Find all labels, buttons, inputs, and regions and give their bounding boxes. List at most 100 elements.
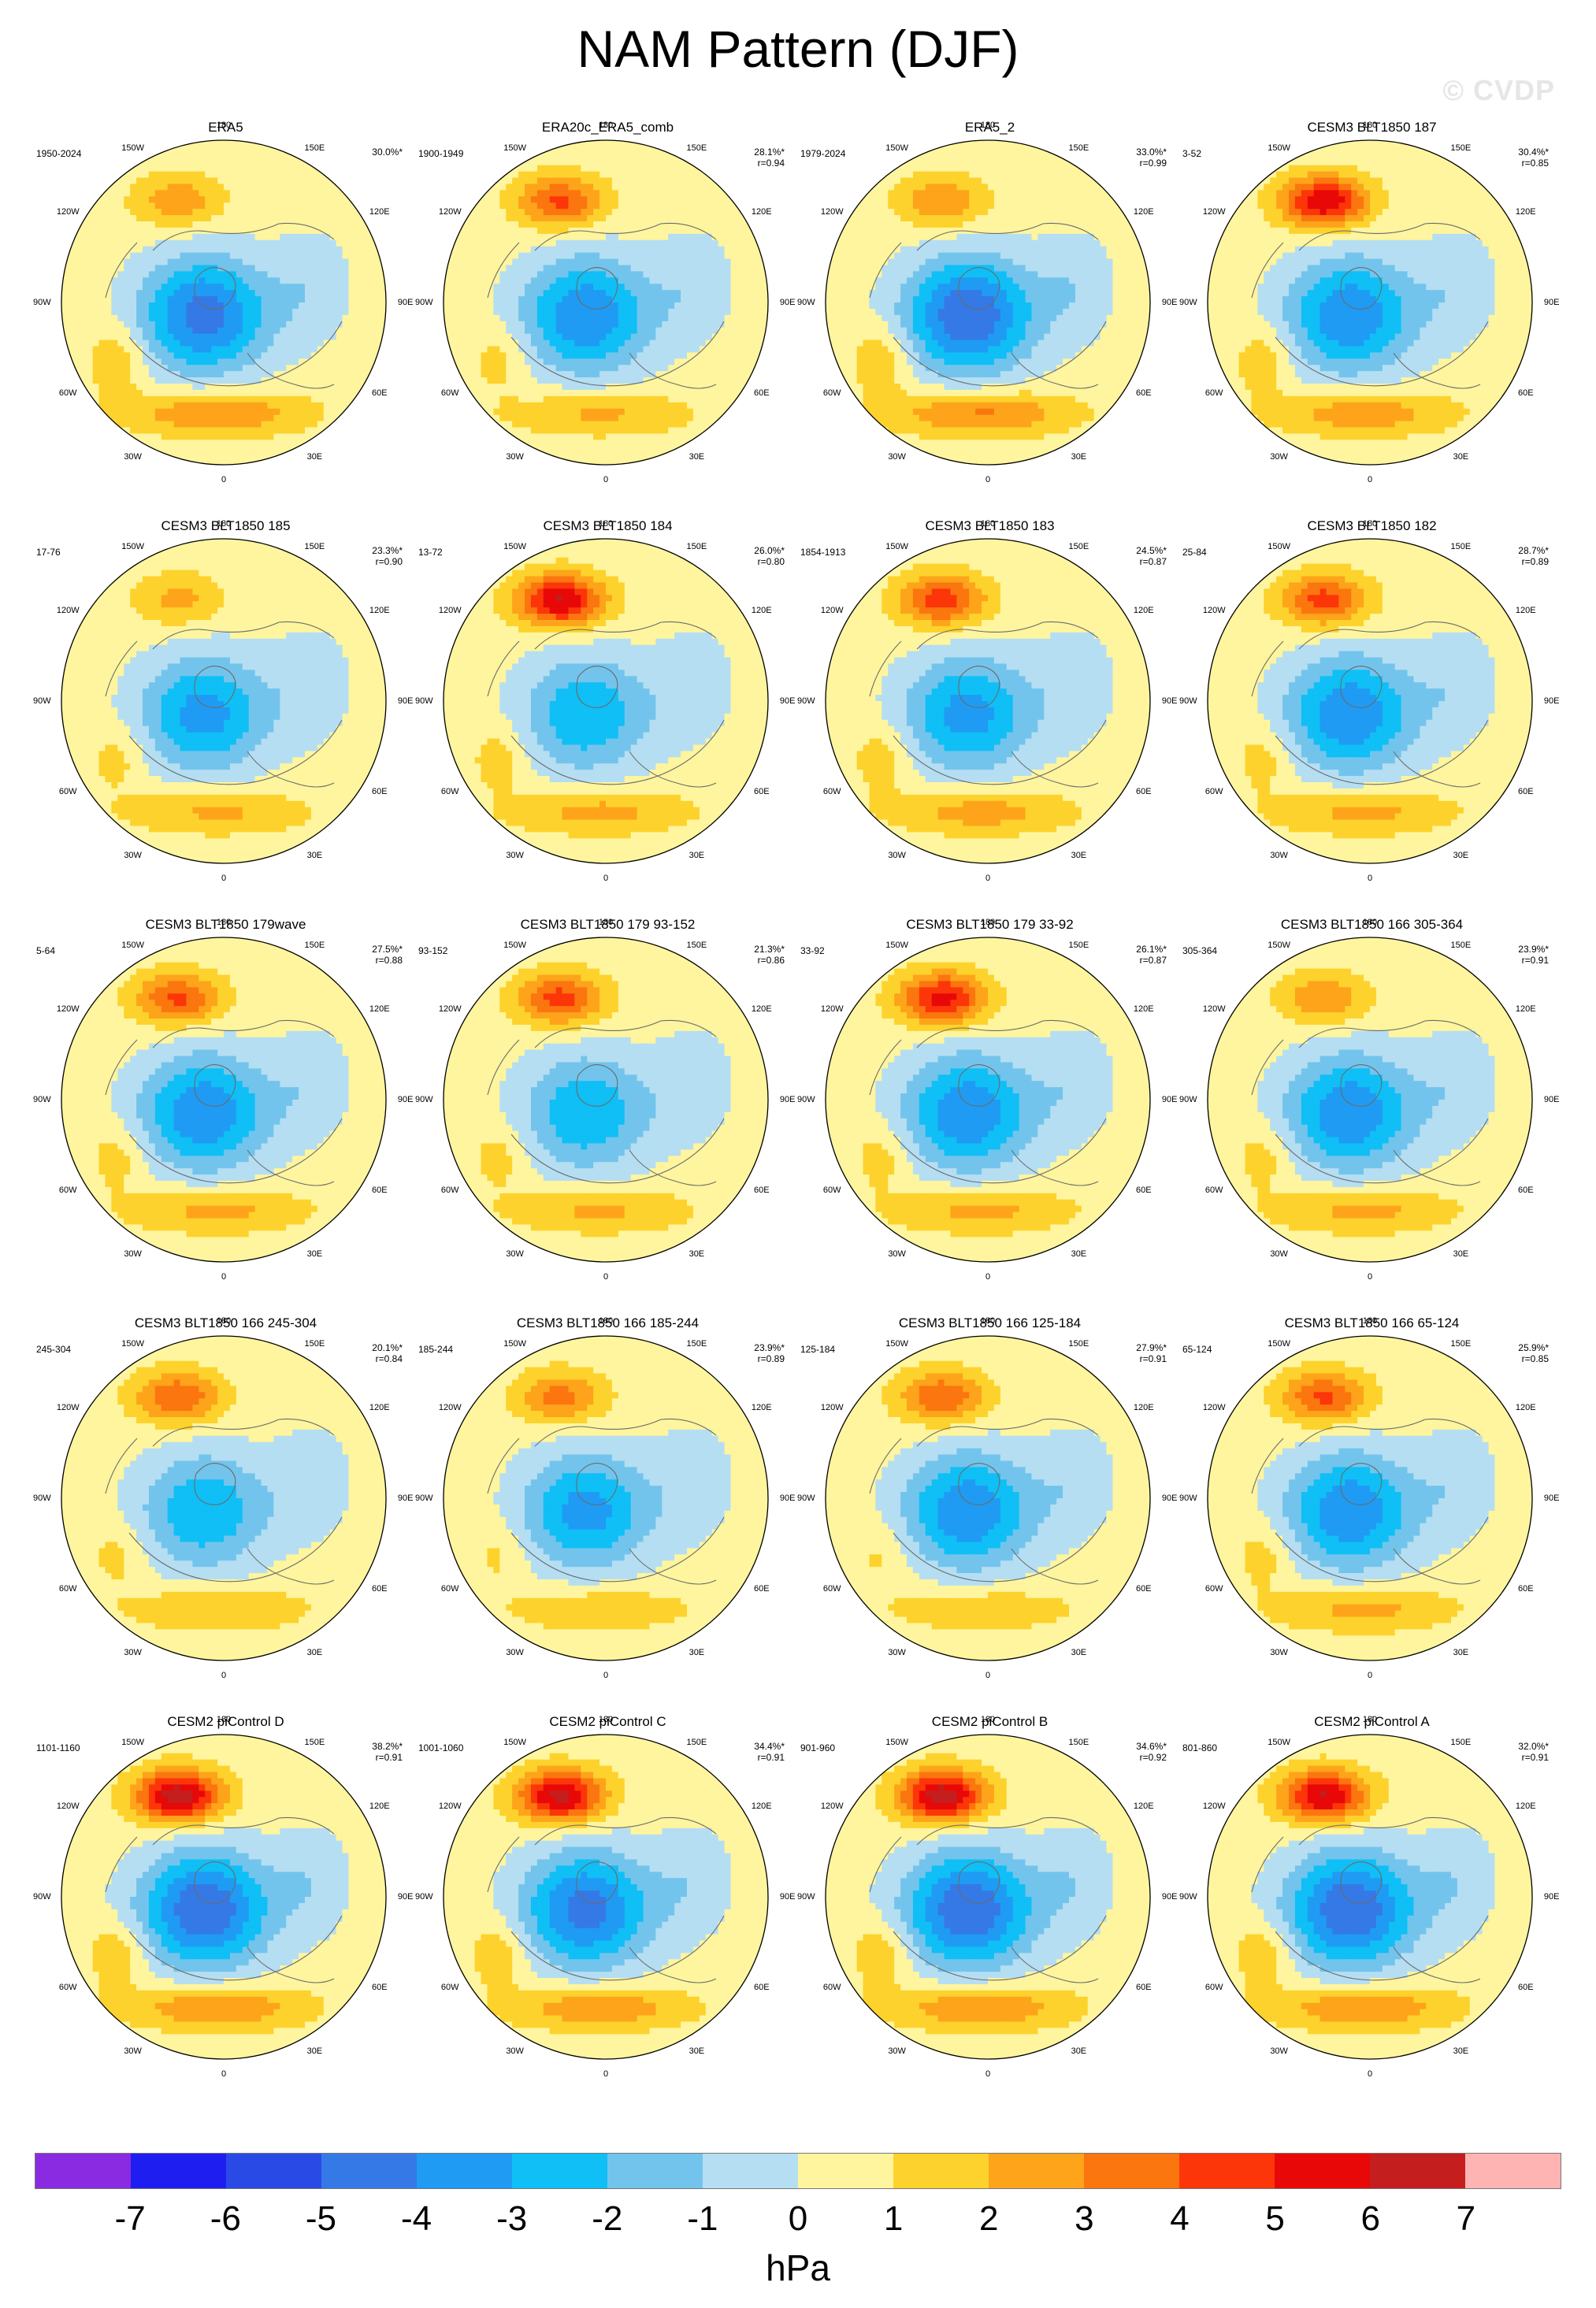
slp-anomaly-field [1208, 1735, 1532, 2059]
panel-title: CESM2 piControl C [417, 1714, 799, 1730]
longitude-label: 90E [1544, 298, 1560, 307]
longitude-label: 120E [1516, 606, 1536, 615]
longitude-label: 150W [121, 1339, 144, 1349]
coastline [487, 621, 725, 788]
longitude-label: 150W [885, 1339, 908, 1349]
longitude-label: 180 [217, 121, 231, 130]
variance-explained: 30.0%* [372, 147, 403, 158]
variance-explained: 28.1%* [754, 147, 785, 158]
panel-variance-stats: 34.6%* r=0.92 [1136, 1741, 1167, 1763]
slp-anomaly-field [1208, 1336, 1532, 1660]
colorbar-tick-label: -1 [687, 2199, 718, 2239]
longitude-label: 60E [754, 787, 770, 796]
longitude-label: 120E [752, 1004, 772, 1014]
coastline [105, 1816, 343, 1983]
longitude-label: 30E [307, 1249, 323, 1259]
longitude-label: 150W [1268, 143, 1290, 153]
slp-anomaly-field [1208, 140, 1532, 465]
panel-title: CESM3 BLT1850 179 93-152 [417, 917, 799, 933]
longitude-label: 120E [1516, 1403, 1536, 1412]
longitude-label: 30W [124, 1249, 142, 1259]
panel-years: 1101-1160 [36, 1742, 80, 1753]
polar-map [61, 1335, 387, 1661]
longitude-label: 60W [1205, 388, 1223, 398]
longitude-label: 90W [415, 696, 433, 706]
colorbar-box [512, 2154, 607, 2188]
longitude-label: 90W [33, 696, 51, 706]
coastline [869, 1816, 1107, 1983]
map-border [61, 139, 387, 466]
longitude-label: 90W [797, 1095, 815, 1104]
variance-explained: 33.0%* [1136, 147, 1167, 158]
longitude-label: 120W [439, 207, 462, 217]
longitude-label: 60W [59, 787, 77, 796]
longitude-label: 0 [603, 1272, 608, 1282]
longitude-label: 30E [1071, 851, 1087, 860]
panel-years: 13-72 [418, 547, 443, 558]
map-border [443, 937, 769, 1263]
longitude-label: 150E [1451, 542, 1472, 551]
longitude-label: 60W [59, 388, 77, 398]
slp-anomaly-field [444, 539, 768, 863]
longitude-label: 30W [124, 2046, 142, 2056]
longitude-label: 90E [780, 1494, 796, 1503]
panel-title: CESM3 BLT1850 187 [1181, 120, 1563, 135]
longitude-label: 30E [1453, 2046, 1469, 2056]
longitude-label: 30W [1270, 452, 1288, 462]
map-border [443, 1335, 769, 1661]
longitude-label: 150E [687, 1339, 707, 1349]
longitude-label: 0 [221, 874, 226, 883]
longitude-label: 120E [1134, 1403, 1154, 1412]
longitude-label: 60E [372, 787, 388, 796]
polar-map [825, 1335, 1151, 1661]
coastline [1251, 1019, 1489, 1186]
panel-variance-stats: 38.2%* r=0.91 [372, 1741, 403, 1763]
longitude-label: 120E [752, 1802, 772, 1811]
variance-explained: 20.1%* [372, 1342, 403, 1353]
longitude-label: 0 [985, 874, 990, 883]
longitude-label: 0 [1368, 475, 1372, 484]
longitude-label: 90E [398, 1892, 414, 1902]
longitude-label: 150E [305, 1339, 325, 1349]
longitude-label: 180 [599, 121, 613, 130]
longitude-label: 90E [780, 1095, 796, 1104]
longitude-label: 120E [1516, 207, 1536, 217]
colorbar-labels: -7 -6 -5 -4 -3 -2 -1 0 1 2 3 4 5 6 7 [35, 2199, 1561, 2247]
longitude-label: 150E [687, 1738, 707, 1747]
longitude-label: 30W [506, 1249, 524, 1259]
longitude-label: 180 [981, 1715, 995, 1724]
map-panel: CESM3 BLT1850 185 17-76 23.3%* r=0.90 180 150… [33, 515, 417, 914]
longitude-label: 0 [221, 1671, 226, 1680]
map-panel: CESM3 BLT1850 184 13-72 26.0%* r=0.80 180 150… [415, 515, 799, 914]
panel-title: CESM3 BLT1850 179wave [35, 917, 417, 933]
longitude-label: 60E [1518, 388, 1534, 398]
longitude-label: 60E [1518, 787, 1534, 796]
panel-title: CESM3 BLT1850 179 33-92 [799, 917, 1181, 933]
longitude-label: 150E [1069, 941, 1089, 950]
longitude-label: 180 [1363, 121, 1377, 130]
longitude-label: 90E [1162, 1892, 1178, 1902]
map-border [443, 538, 769, 864]
slp-anomaly-field [826, 539, 1150, 863]
longitude-label: 150W [885, 143, 908, 153]
colorbar-box [1465, 2154, 1561, 2188]
longitude-label: 150E [305, 941, 325, 950]
panel-years: 305-364 [1182, 945, 1217, 956]
map-panel: CESM3 BLT1850 166 65-124 65-124 25.9%* r=0.… [1179, 1312, 1563, 1711]
panel-variance-stats: 23.9%* r=0.91 [1518, 944, 1549, 966]
panel-variance-stats: 30.4%* r=0.85 [1518, 147, 1549, 169]
longitude-label: 30W [124, 452, 142, 462]
longitude-label: 30E [689, 452, 705, 462]
longitude-label: 60E [1136, 388, 1152, 398]
longitude-label: 150E [1069, 143, 1089, 153]
panel-variance-stats: 26.0%* r=0.80 [754, 545, 785, 567]
longitude-label: 0 [985, 475, 990, 484]
longitude-label: 90W [415, 1095, 433, 1104]
panel-variance-stats: 25.9%* r=0.85 [1518, 1342, 1549, 1364]
map-panel: CESM3 BLT1850 182 25-84 28.7%* r=0.89 180 150… [1179, 515, 1563, 914]
panel-years: 17-76 [36, 547, 61, 558]
pattern-correlation: r=0.94 [754, 158, 785, 169]
longitude-label: 150E [687, 143, 707, 153]
variance-explained: 28.7%* [1518, 545, 1549, 556]
longitude-label: 150E [687, 941, 707, 950]
